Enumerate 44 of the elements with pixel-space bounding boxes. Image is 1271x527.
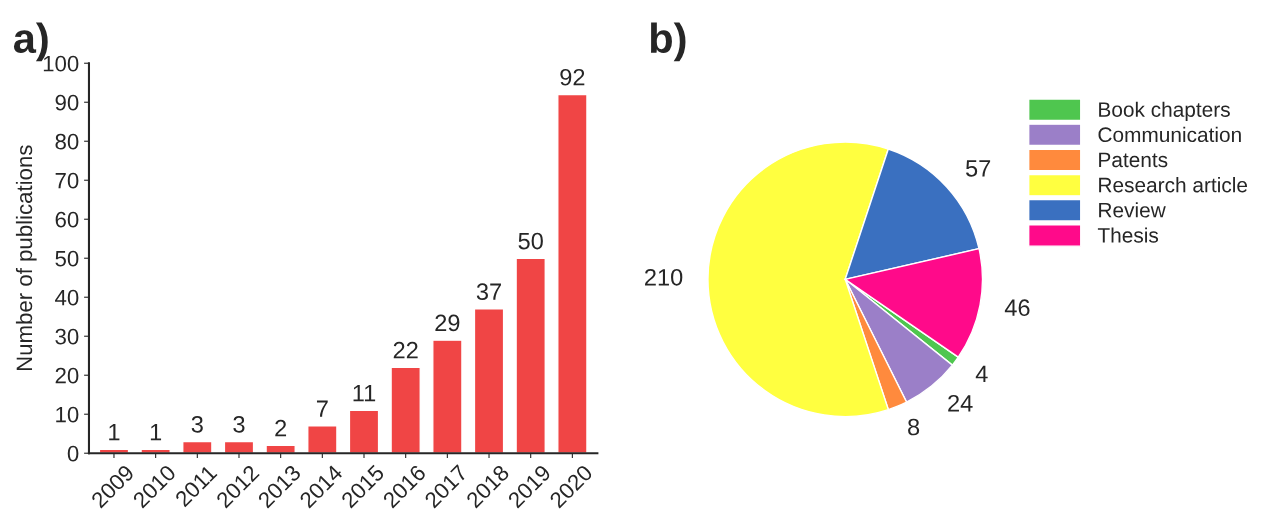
y-tick-label: 0 — [67, 445, 79, 462]
y-tick-label: 10 — [56, 406, 79, 423]
data-label: 29 — [435, 314, 460, 332]
data-label: 3 — [191, 415, 203, 433]
legend-label: Patents — [1099, 152, 1168, 168]
data-label: 2 — [275, 419, 287, 437]
legend-label: Thesis — [1097, 227, 1159, 243]
y-tick-label: 80 — [55, 133, 79, 150]
data-label: 22 — [393, 341, 418, 359]
y-tick-label: 40 — [55, 289, 79, 306]
y-tick-label: 70 — [55, 172, 79, 189]
data-label: 50 — [518, 232, 543, 250]
y-tick-label: 90 — [55, 94, 79, 111]
data-label: 24 — [948, 394, 973, 412]
bar — [557, 93, 588, 454]
y-axis-title: Number of publications — [15, 145, 37, 371]
bar — [182, 440, 213, 454]
data-label: 4 — [975, 365, 988, 383]
y-tick-label: 20 — [55, 367, 79, 384]
legend-label: Research article — [1099, 177, 1248, 193]
bar — [307, 425, 338, 454]
data-label: 7 — [316, 400, 328, 417]
bar — [432, 339, 463, 454]
data-label: 1 — [109, 424, 120, 441]
y-tick-label: 30 — [55, 328, 79, 345]
legend-label: Communication — [1098, 126, 1241, 143]
y-tick-label: 50 — [55, 250, 79, 267]
bar — [348, 409, 380, 454]
bar — [390, 366, 421, 454]
data-label: 3 — [233, 415, 245, 433]
legend-label: Review — [1099, 202, 1166, 218]
data-label: 210 — [645, 268, 683, 286]
chart-title: b) — [650, 22, 686, 62]
data-label: 57 — [965, 160, 991, 177]
data-label: 92 — [560, 68, 585, 86]
data-label: 11 — [353, 385, 376, 402]
data-label: 37 — [476, 283, 501, 301]
data-label: 8 — [908, 418, 920, 436]
y-tick-label: 60 — [55, 211, 79, 228]
data-label: 46 — [1004, 299, 1030, 317]
bar — [473, 308, 505, 454]
legend-label: Book chapters — [1099, 101, 1230, 122]
data-label: 1 — [150, 424, 162, 441]
bar — [515, 257, 546, 454]
